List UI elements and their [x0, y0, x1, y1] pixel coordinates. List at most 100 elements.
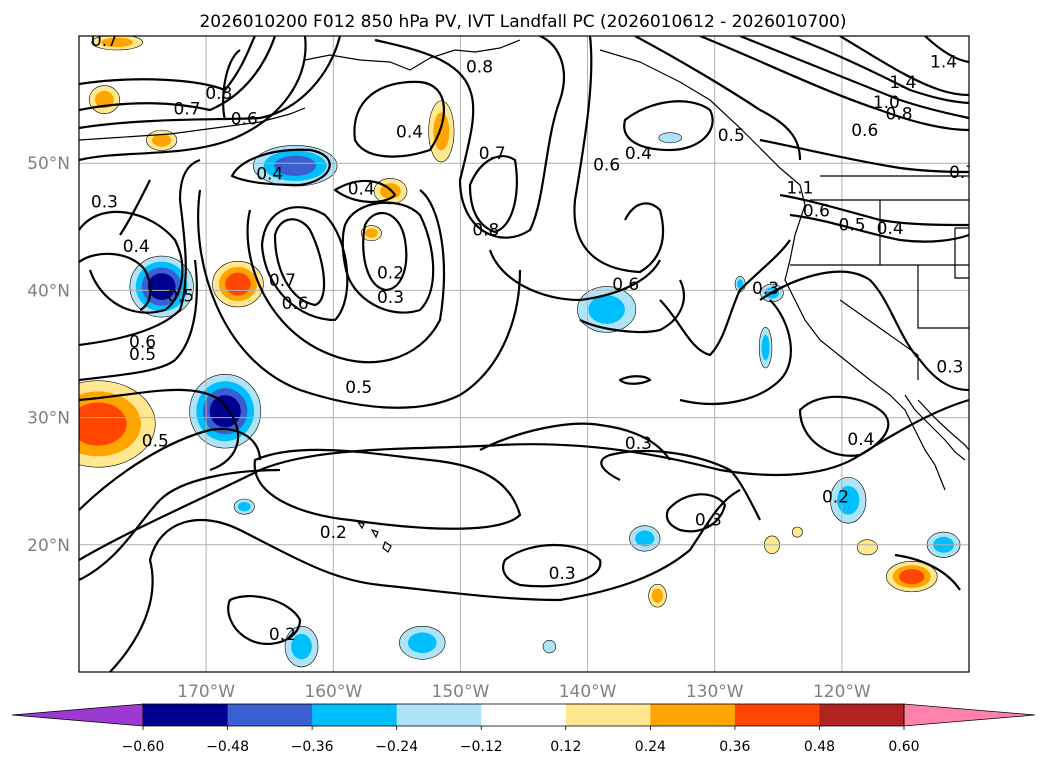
contour-line	[222, 49, 241, 121]
contour-label: 0.7	[479, 144, 506, 164]
x-tick-label: 140°W	[559, 682, 617, 702]
contour-line	[502, 544, 602, 588]
pacific-northwest-coast	[599, 49, 946, 491]
x-axis-ticks: 170°W 160°W 150°W 140°W 130°W 120°W	[177, 682, 871, 702]
hawaii-islands	[356, 520, 392, 553]
contour-label: 0.2	[320, 523, 347, 543]
contour-line	[333, 179, 397, 204]
contour-label: 0.3	[549, 564, 576, 584]
contour-label: 0.4	[256, 164, 283, 184]
colorbar-segment	[396, 704, 482, 726]
anomaly-patch	[91, 36, 143, 51]
contour-label: 0.3	[625, 434, 652, 454]
contour-label: 0.5	[718, 126, 745, 146]
contour-label: 0.8	[466, 58, 493, 78]
contour-line	[779, 193, 969, 227]
contour-label: 0.5	[839, 215, 866, 235]
contour-line	[79, 259, 198, 382]
anomaly-patch	[252, 145, 338, 187]
anomaly-patch-ring	[225, 272, 251, 296]
colorbar-segment	[481, 704, 567, 726]
contour-line	[273, 218, 326, 307]
contour-line	[468, 155, 518, 234]
anomaly-patch-ring	[899, 568, 925, 585]
aleutian-chain	[79, 107, 306, 141]
anomaly-patch	[88, 85, 120, 114]
contour-label: 0.2	[377, 264, 404, 284]
anomaly-patch	[648, 583, 667, 608]
anomaly-patch	[542, 639, 557, 654]
colorbar-tick-label: 0.24	[635, 739, 666, 755]
colorbar-tick-label: −0.24	[375, 739, 418, 755]
contour-line	[618, 375, 652, 385]
anomaly-patch	[791, 526, 803, 538]
pv-contours	[79, 36, 969, 672]
contour-line	[488, 249, 661, 302]
anomaly-patch-ring	[147, 273, 176, 300]
contour-line	[634, 36, 802, 161]
contour-label: 0.2	[269, 625, 296, 645]
contour-label: 0.5	[129, 345, 156, 365]
contour-label: 0.8	[886, 105, 913, 125]
contour-line	[665, 493, 727, 533]
contour-label: 0.6	[803, 201, 830, 221]
anomaly-patch	[360, 225, 382, 242]
contour-line	[230, 148, 331, 187]
contour-line	[79, 468, 281, 581]
y-tick-label: 30°N	[27, 409, 70, 429]
colorbar-tick-label: 0.48	[804, 739, 835, 755]
anomaly-patch-ring	[152, 133, 172, 147]
contour-label: 0.3	[695, 510, 722, 530]
contour-line	[119, 179, 151, 236]
colorbar-tick-label: 0.36	[719, 739, 750, 755]
state-borders	[790, 175, 969, 380]
colorbar-segment	[819, 704, 905, 726]
anomaly-patch-ring	[209, 395, 241, 428]
alaska-coast	[304, 39, 521, 71]
colorbar-tick-label: −0.12	[460, 739, 503, 755]
anomaly-patch-ring	[407, 632, 437, 654]
anomaly-patch-ring	[761, 334, 770, 361]
contour-line	[79, 36, 256, 92]
colorbar-tick-label: 0.60	[888, 739, 919, 755]
anomaly-patch	[856, 539, 878, 556]
contour-label: 1.4	[930, 52, 957, 72]
contour-label: 1.1	[786, 178, 813, 198]
anomaly-patch	[399, 625, 446, 660]
contour-line	[79, 427, 262, 511]
graticule	[79, 36, 969, 672]
map-background	[79, 36, 969, 672]
contour-label: 0.3	[936, 358, 963, 378]
anomaly-patch-ring	[94, 90, 114, 109]
x-tick-label: 130°W	[686, 682, 744, 702]
contour-label: 0.7	[949, 163, 976, 183]
colorbar-segment	[312, 704, 398, 726]
contour-line	[79, 252, 152, 311]
colorbar-tick-label: −0.60	[122, 739, 165, 755]
contour-line	[227, 595, 302, 645]
y-axis-ticks: 20°N 30°N 40°N 50°N	[27, 154, 70, 556]
contour-line	[341, 201, 435, 314]
contour-label: 0.5	[345, 378, 372, 398]
contour-line	[79, 158, 201, 347]
contour-line	[479, 422, 671, 461]
anomaly-patch	[233, 498, 255, 515]
colorbar-segment	[227, 704, 313, 726]
anomaly-patch-ring	[237, 501, 251, 512]
contour-label: 1.4	[889, 73, 916, 93]
contour-line	[79, 210, 184, 314]
anomaly-patch-ring	[791, 526, 803, 538]
contour-line	[253, 448, 522, 530]
contour-label: 0.6	[593, 155, 620, 175]
contour-line	[789, 36, 969, 105]
contour-label: 0.8	[205, 84, 232, 104]
contour-line	[600, 449, 761, 521]
contour-line	[362, 212, 408, 292]
contour-line	[739, 36, 969, 120]
anomaly-patch-ring	[274, 155, 317, 176]
x-tick-label: 160°W	[304, 682, 362, 702]
anomaly-patch-ring	[101, 37, 134, 48]
contour-line	[679, 299, 792, 406]
colorbar-extend-high	[903, 703, 1036, 727]
